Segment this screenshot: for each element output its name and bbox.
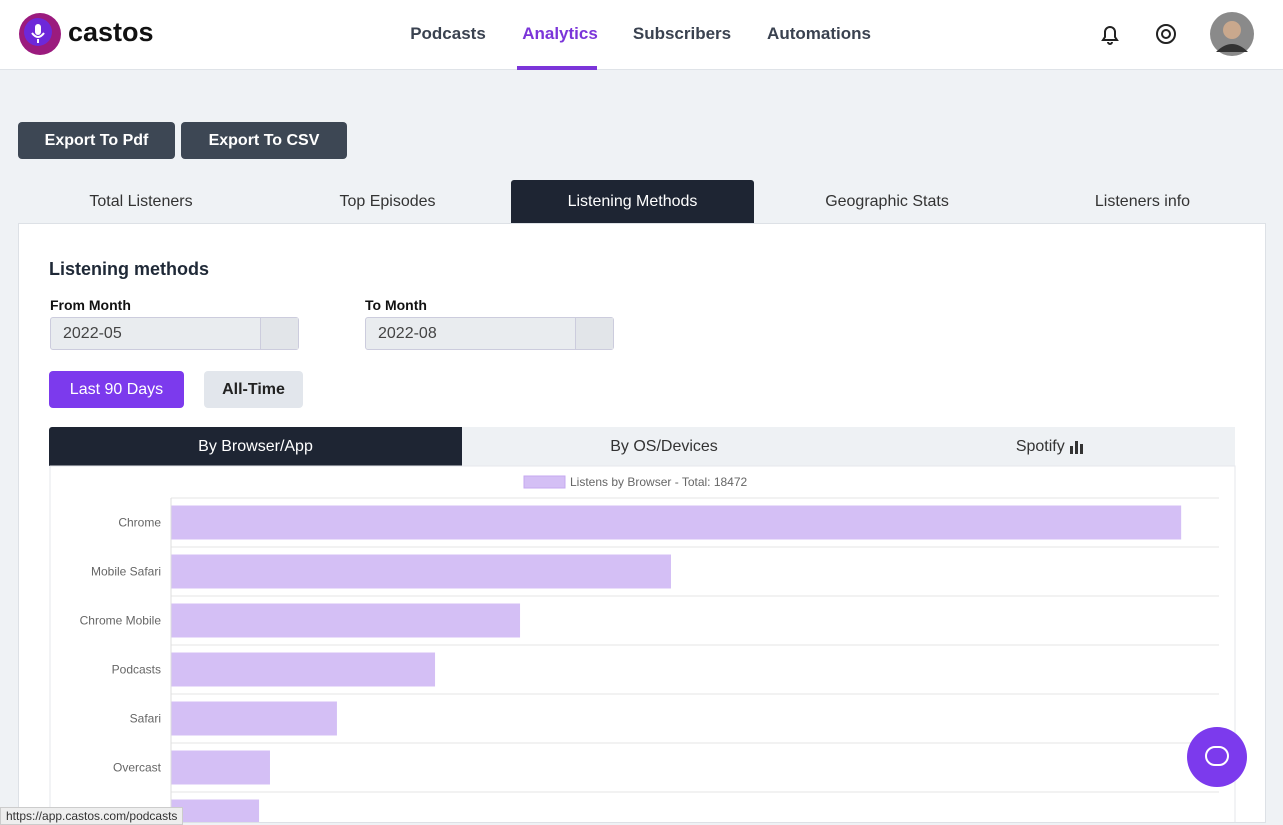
y-tick-label: Safari [130,712,161,726]
logo-icon [19,13,61,55]
bar-icon [1070,440,1084,454]
top-nav: castos Podcasts Analytics Subscribers Au… [0,0,1283,70]
bar [171,701,337,736]
legend-label: Listens by Browser - Total: 18472 [570,475,748,489]
bar [171,750,270,785]
nav-underline [517,66,597,70]
bar [171,799,260,822]
last-90-button[interactable]: Last 90 Days [49,371,184,408]
to-label: To Month [365,297,427,313]
tab[interactable]: Total Listeners [89,192,193,210]
tab[interactable]: Listeners info [1094,192,1191,210]
nav-link[interactable]: Subscribers [632,24,732,43]
nav-link[interactable]: Automations [767,24,871,43]
y-tick-label: Podcasts [112,663,161,677]
bar [171,603,521,638]
to-input[interactable]: 2022-08 [365,317,614,350]
panel-title: Listening methods [49,259,210,279]
tab[interactable]: Geographic Stats [825,192,949,210]
export-csv-button[interactable]: Export To CSV [181,122,347,159]
tab[interactable]: Top Episodes [339,192,436,210]
status-url: https://app.castos.com/podcasts [0,807,184,825]
y-tick-label: Overcast [113,761,162,775]
nav-link-active[interactable]: Analytics [522,24,598,43]
bar [171,554,671,589]
from-input[interactable]: 2022-05 [50,317,299,350]
subtab[interactable]: Spotify [866,427,1235,466]
y-tick-label: Chrome Mobile [80,614,162,628]
help-icon[interactable] [1155,23,1177,45]
logo-text: castos [68,17,154,47]
tab-active[interactable]: Listening Methods [511,180,754,223]
legend-swatch [523,475,566,489]
subtab-active[interactable]: By Browser/App [49,427,462,466]
y-tick-label: Chrome [118,516,161,530]
bar [171,505,1182,540]
bar [171,652,436,687]
bell-icon[interactable] [1099,23,1121,47]
nav-link[interactable]: Podcasts [410,24,486,43]
subtab[interactable]: By OS/Devices [462,427,866,466]
all-time-button[interactable]: All-Time [204,371,303,408]
export-pdf-button[interactable]: Export To Pdf [18,122,175,159]
y-tick-label: Mobile Safari [91,565,161,579]
from-label: From Month [50,297,131,313]
chat-button[interactable] [1187,727,1247,787]
avatar[interactable] [1210,12,1254,56]
